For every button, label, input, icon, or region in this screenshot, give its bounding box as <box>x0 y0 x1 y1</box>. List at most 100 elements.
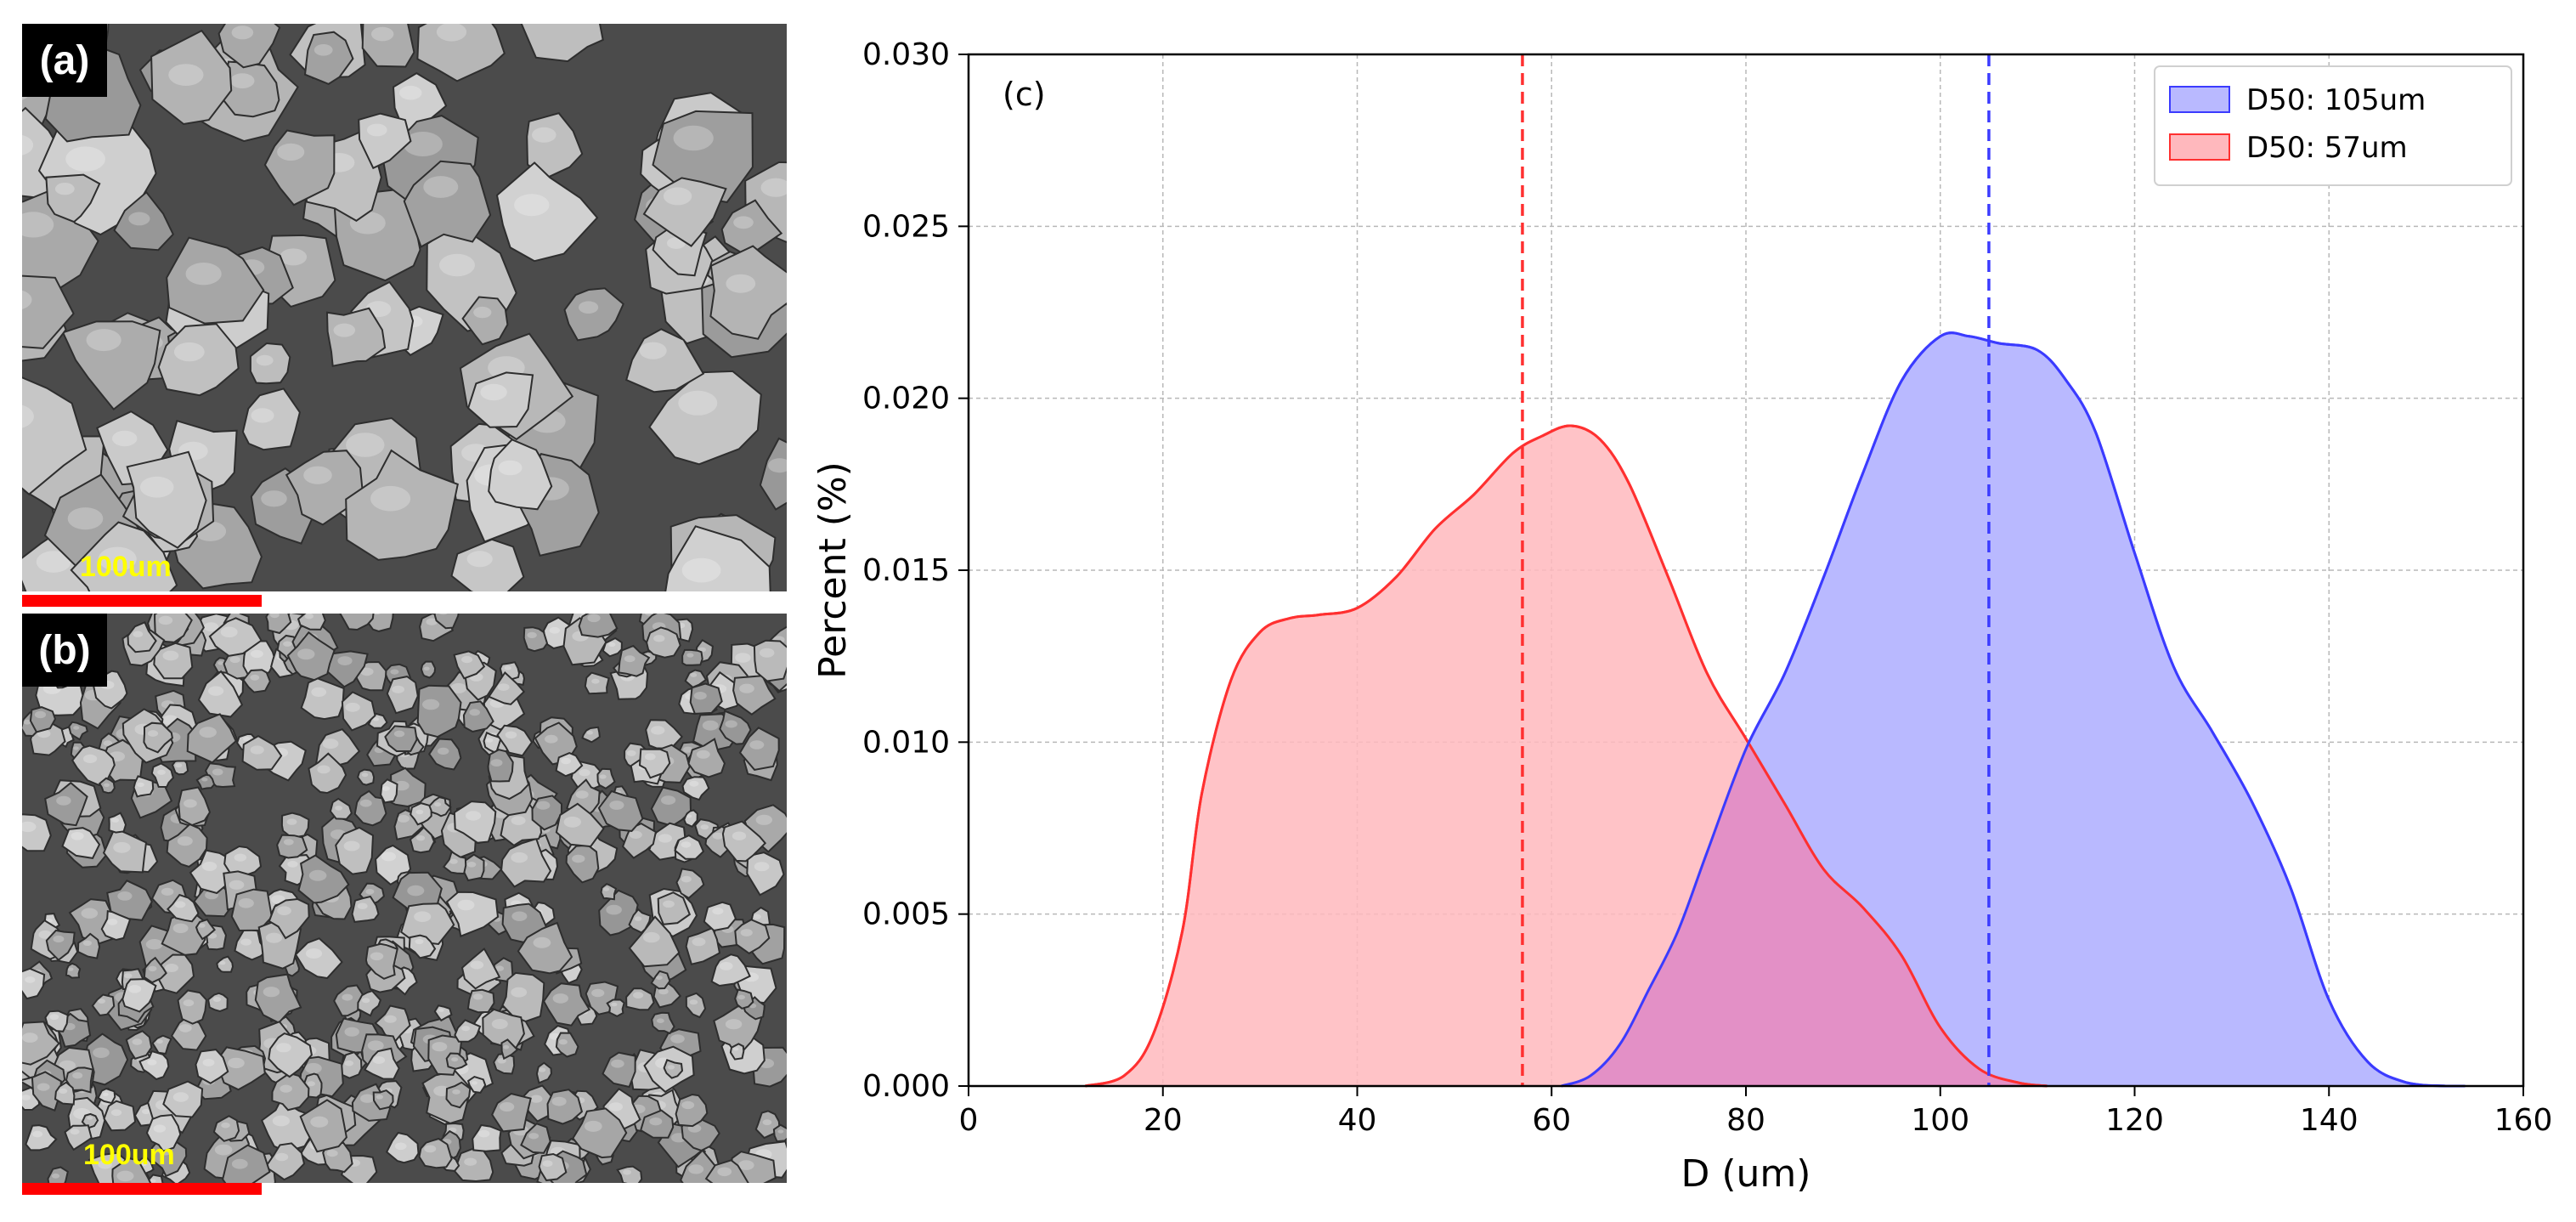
particle <box>351 895 380 923</box>
x-tick-label: 80 <box>1726 1103 1765 1138</box>
particle-highlight <box>623 1169 631 1175</box>
particle <box>385 1131 420 1164</box>
particle-highlight <box>142 1108 150 1115</box>
particle <box>285 450 364 526</box>
particle-highlight <box>591 988 605 998</box>
x-tick-label: 20 <box>1144 1103 1183 1138</box>
particle-highlight <box>485 738 494 743</box>
particle <box>710 953 751 987</box>
particle <box>581 726 601 744</box>
particle <box>433 614 460 630</box>
x-tick-label: 140 <box>2300 1103 2359 1138</box>
y-tick-label: 0.010 <box>862 725 950 760</box>
particle-highlight <box>360 1094 375 1103</box>
particle-highlight <box>203 622 219 632</box>
particle-highlight <box>738 1160 754 1170</box>
particle <box>61 827 101 860</box>
particle-highlight <box>173 342 205 362</box>
particle-highlight <box>271 895 285 904</box>
particle <box>584 671 610 695</box>
particle-highlight <box>250 674 260 681</box>
particle <box>125 1030 153 1060</box>
particle-highlight <box>661 795 676 805</box>
particle <box>161 908 206 956</box>
panel-label-c: (c) <box>1003 76 1046 113</box>
particle <box>143 956 167 984</box>
particle <box>729 1043 745 1061</box>
particle-highlight <box>472 1081 477 1085</box>
particle <box>703 901 737 932</box>
particle-highlight <box>67 507 104 530</box>
particle-highlight <box>499 1102 515 1112</box>
particle <box>453 650 486 680</box>
particle-highlight <box>777 1129 784 1134</box>
particle-highlight <box>22 290 32 309</box>
particle <box>143 721 173 754</box>
particle-highlight <box>261 490 287 507</box>
particle-highlight <box>529 1095 543 1103</box>
particle-highlight <box>657 1018 664 1023</box>
particle <box>242 669 272 693</box>
particle <box>222 1144 271 1183</box>
particle <box>45 173 101 223</box>
particle-highlight <box>663 900 675 908</box>
particle-highlight <box>608 642 616 648</box>
particle <box>555 1032 579 1058</box>
particle <box>44 1010 69 1032</box>
particle-highlight <box>32 1130 43 1138</box>
particle-highlight <box>712 908 724 915</box>
particle <box>500 837 552 888</box>
particle <box>732 675 777 716</box>
particle-highlight <box>670 1034 685 1044</box>
particle <box>442 850 467 875</box>
particle <box>297 614 326 631</box>
y-tick-label: 0.005 <box>862 897 950 932</box>
particle <box>276 834 308 859</box>
particle-highlight <box>689 999 698 1005</box>
particle <box>241 388 301 451</box>
particle-highlight <box>22 405 34 428</box>
particle <box>61 320 161 410</box>
particle <box>520 1123 551 1154</box>
particle-highlight <box>51 1173 60 1179</box>
scale-text-a: 100um <box>80 551 172 583</box>
particle-highlight <box>280 248 308 266</box>
particle <box>299 1099 347 1153</box>
particle-highlight <box>168 64 204 86</box>
particle <box>361 24 415 68</box>
particle <box>500 1038 519 1061</box>
particle <box>646 626 681 659</box>
particle-highlight <box>434 802 442 807</box>
particle-highlight <box>469 709 480 716</box>
particle <box>675 868 705 900</box>
particle <box>241 734 283 771</box>
particle-highlight <box>342 993 353 1001</box>
particle <box>602 1051 636 1089</box>
particle-highlight <box>311 687 327 697</box>
particle-highlight <box>104 783 110 787</box>
y-tick-label: 0.000 <box>862 1069 950 1104</box>
particle <box>663 1059 684 1079</box>
particle <box>294 937 343 980</box>
particle <box>325 307 387 367</box>
particle <box>642 177 727 247</box>
particle-highlight <box>494 965 505 971</box>
particle-highlight <box>762 1119 772 1126</box>
particle-highlight <box>221 1122 230 1129</box>
particle-highlight <box>133 631 144 637</box>
particle-highlight <box>438 1008 444 1012</box>
particle-highlight <box>461 1026 471 1032</box>
particle-highlight <box>172 1092 189 1102</box>
particle <box>150 29 233 126</box>
particle-highlight <box>639 342 667 359</box>
particle-highlight <box>737 994 745 1000</box>
particle <box>578 614 619 638</box>
particle-highlight <box>603 887 610 891</box>
particle-highlight <box>702 720 719 731</box>
particle <box>681 776 710 801</box>
particle <box>329 797 353 820</box>
particle-highlight <box>361 772 369 778</box>
particle-highlight <box>98 546 137 571</box>
particle-highlight <box>414 911 432 922</box>
particle-highlight <box>333 323 356 337</box>
